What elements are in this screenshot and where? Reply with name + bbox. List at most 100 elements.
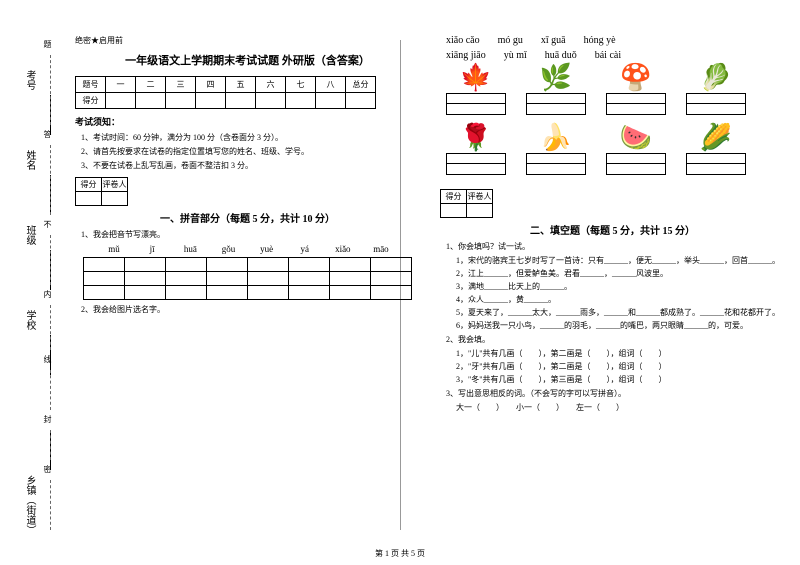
corn-icon: 🌽 xyxy=(700,125,732,151)
th: 五 xyxy=(226,77,256,93)
label-xuexiao: 学校 xyxy=(22,310,37,330)
pinyin: huā duǒ xyxy=(545,50,577,61)
answer-box xyxy=(686,93,746,115)
th: 一 xyxy=(106,77,136,93)
image-cell: 🌿 xyxy=(526,65,586,115)
fill-sub: 1，"儿"共有几画（ ），第二画是（ ），组词（ ） xyxy=(456,348,785,360)
pinyin: bái cài xyxy=(595,50,621,61)
th: 二 xyxy=(136,77,166,93)
notice-item: 2、请首先按要求在试卷的指定位置填写您的姓名、班级、学号。 xyxy=(81,146,420,157)
image-cell: 🍉 xyxy=(606,125,666,175)
cabbage-icon: 🥬 xyxy=(700,65,732,91)
image-row-2: 🌹 🍌 🍉 🌽 xyxy=(446,125,785,175)
th: 四 xyxy=(196,77,226,93)
answer-box xyxy=(526,153,586,175)
seal-char: 题 xyxy=(42,40,53,48)
pinyin-options-1: xiǎo cǎo mó gu xī guā hóng yè xyxy=(440,35,785,46)
answer-box xyxy=(606,153,666,175)
answer-grid xyxy=(83,257,412,300)
image-row-1: 🍁 🌿 🍄 🥬 xyxy=(446,65,785,115)
leaf-icon: 🍁 xyxy=(460,65,492,91)
th: 三 xyxy=(166,77,196,93)
label-xiangzhen: 乡镇（街道） xyxy=(22,475,37,535)
pinyin-row: mǔ jī huā gǒu yuè yá xiǎo māo xyxy=(95,244,400,254)
th: 八 xyxy=(316,77,346,93)
pinyin: hóng yè xyxy=(584,35,616,46)
fill-sub: 2，"牙"共有几画（ ），第二画是（ ），组词（ ） xyxy=(456,361,785,373)
seal-char: 线 xyxy=(42,355,53,363)
section-2-title: 二、填空题（每题 5 分，共计 15 分） xyxy=(440,222,785,237)
answer-box xyxy=(446,153,506,175)
flower-icon: 🌹 xyxy=(460,125,492,151)
seal-char: 封 xyxy=(42,415,53,423)
cell: 评卷人 xyxy=(467,190,493,204)
pinyin: xiǎo cǎo xyxy=(446,35,480,46)
seal-char: 密 xyxy=(42,465,53,473)
fill-sub: 6，妈妈送我一只小鸟，______的羽毛，______的嘴巴，两只眼睛_____… xyxy=(456,320,785,332)
fill-q1: 1、你会填吗？试一试。 xyxy=(446,241,785,253)
fill-sub: 3，"冬"共有几画（ ），第三画是（ ），组词（ ） xyxy=(456,374,785,386)
fill-sub: 大一（ ） 小一（ ） 左一（ ） xyxy=(456,402,785,414)
pinyin: māo xyxy=(363,244,398,254)
th: 总分 xyxy=(346,77,376,93)
cell: 得分 xyxy=(76,178,102,192)
left-column: 绝密★启用前 一年级语文上学期期末考试试题 外研版（含答案） 题号 一 二 三 … xyxy=(75,35,420,415)
pinyin: xiǎo xyxy=(325,244,360,254)
answer-box xyxy=(606,93,666,115)
page-footer: 第 1 页 共 5 页 xyxy=(0,548,800,559)
right-column: xiǎo cǎo mó gu xī guā hóng yè xiāng jiāo… xyxy=(440,35,785,415)
fill-sub: 3，满地______比天上的______。 xyxy=(456,281,785,293)
label-xingming: 姓名 xyxy=(22,150,37,170)
row-label: 得分 xyxy=(76,93,106,109)
label-kaohao: 考号 xyxy=(22,70,37,90)
mushroom-icon: 🍄 xyxy=(620,65,652,91)
watermelon-icon: 🍉 xyxy=(620,125,652,151)
seal-char: 答 xyxy=(42,130,53,138)
image-cell: 🍁 xyxy=(446,65,506,115)
image-cell: 🍄 xyxy=(606,65,666,115)
fill-sub: 1，宋代的骆宾王七岁时写了一首诗：只有______，便无______，举头___… xyxy=(456,255,785,267)
notice-item: 3、不要在试卷上乱写乱画，卷面不整洁扣 3 分。 xyxy=(81,160,420,171)
seal-char: 不 xyxy=(42,220,53,228)
image-cell: 🥬 xyxy=(686,65,746,115)
pinyin: yuè xyxy=(249,244,284,254)
th: 七 xyxy=(286,77,316,93)
cell: 得分 xyxy=(441,190,467,204)
seal-char: 内 xyxy=(42,290,53,298)
fill-sub: 4，众人______，黄______。 xyxy=(456,294,785,306)
pinyin: yá xyxy=(287,244,322,254)
answer-box xyxy=(446,93,506,115)
score-summary-table: 题号 一 二 三 四 五 六 七 八 总分 得分 xyxy=(75,76,376,109)
pinyin: xiāng jiāo xyxy=(446,50,486,61)
pinyin-options-2: xiāng jiāo yù mǐ huā duǒ bái cài xyxy=(440,50,785,61)
image-cell: 🍌 xyxy=(526,125,586,175)
image-cell: 🌽 xyxy=(686,125,746,175)
page-content: 绝密★启用前 一年级语文上学期期末考试试题 外研版（含答案） 题号 一 二 三 … xyxy=(75,35,785,415)
cell: 评卷人 xyxy=(102,178,128,192)
secret-tag: 绝密★启用前 xyxy=(75,35,420,46)
fill-q2: 2、我会填。 xyxy=(446,334,785,346)
banana-icon: 🍌 xyxy=(540,125,572,151)
question-1: 1、我会把音节写漂亮。 xyxy=(81,229,420,240)
answer-box xyxy=(686,153,746,175)
pinyin: xī guā xyxy=(541,35,566,46)
pinyin: gǒu xyxy=(211,244,246,254)
pinyin: mǔ xyxy=(97,244,132,254)
question-2: 2、我会给图片选名字。 xyxy=(81,304,420,315)
th: 题号 xyxy=(76,77,106,93)
grader-table-2: 得分 评卷人 xyxy=(440,189,493,218)
exam-title: 一年级语文上学期期末考试试题 外研版（含答案） xyxy=(75,52,420,68)
label-banji: 班级 xyxy=(22,225,37,245)
fill-sub: 2，江上______，但爱鲈鱼美。君看______，______风波里。 xyxy=(456,268,785,280)
binding-margin: 考号 姓名 班级 学校 乡镇（街道） 题 答 不 内 线 封 密 xyxy=(0,0,60,565)
fill-q3: 3、写出意思相反的词。（不会写的字可以写拼音）。 xyxy=(446,388,785,400)
notice-title: 考试须知： xyxy=(75,115,420,128)
section-1-title: 一、拼音部分（每题 5 分，共计 10 分） xyxy=(75,210,420,225)
th: 六 xyxy=(256,77,286,93)
fill-sub: 5，夏天来了，______太大，______雨多，______和______都成… xyxy=(456,307,785,319)
pinyin: mó gu xyxy=(498,35,523,46)
grader-table: 得分 评卷人 xyxy=(75,177,128,206)
answer-box xyxy=(526,93,586,115)
pinyin: huā xyxy=(173,244,208,254)
image-cell: 🌹 xyxy=(446,125,506,175)
